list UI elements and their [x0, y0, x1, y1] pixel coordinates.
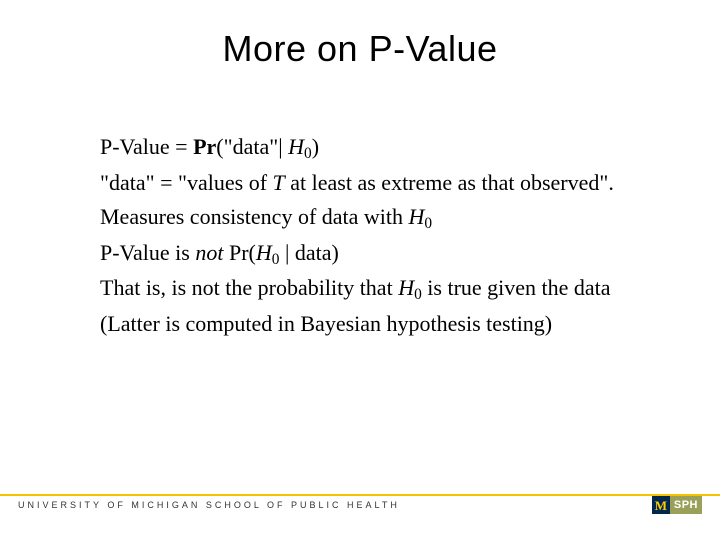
logo-sph: SPH [674, 499, 698, 511]
text: Measures consistency of data with [100, 204, 409, 229]
line-4: P-Value is not Pr(H0 | data) [100, 236, 660, 272]
math-H: H [256, 240, 272, 265]
footer-text: UNIVERSITY OF MICHIGAN SCHOOL OF PUBLIC … [18, 500, 400, 510]
logo-m-block: M [652, 496, 670, 514]
text: is true given the data [422, 275, 611, 300]
math-H: H [288, 134, 304, 159]
line-5: That is, is not the probability that H0 … [100, 271, 660, 307]
text: (Latter is computed in Bayesian hypothes… [100, 311, 552, 336]
math-sub: 0 [424, 215, 432, 232]
text: | data) [279, 240, 338, 265]
text: ("data"| [216, 134, 288, 159]
text: That is, is not the probability that [100, 275, 398, 300]
footer: UNIVERSITY OF MICHIGAN SCHOOL OF PUBLIC … [0, 498, 720, 520]
math-T: T [273, 170, 285, 195]
line-3: Measures consistency of data with H0 [100, 200, 660, 236]
slide: More on P-Value P-Value = Pr("data"| H0)… [0, 0, 720, 540]
text: "data" = "values of [100, 170, 273, 195]
footer-rule [0, 494, 720, 496]
text-bold: Pr [193, 134, 216, 159]
text-italic: not [195, 240, 223, 265]
logo-sph-block: SPH [670, 496, 702, 514]
math-sub: 0 [304, 145, 312, 162]
line-6: (Latter is computed in Bayesian hypothes… [100, 307, 660, 341]
math-H: H [409, 204, 425, 229]
footer-logo: M SPH [652, 496, 702, 514]
math-H: H [398, 275, 414, 300]
content-block: P-Value = Pr("data"| H0) "data" = "value… [100, 130, 660, 341]
math-sub: 0 [414, 286, 422, 303]
line-1: P-Value = Pr("data"| H0) [100, 130, 660, 166]
text: ) [312, 134, 319, 159]
text: P-Value = [100, 134, 193, 159]
logo-m: M [655, 499, 667, 512]
text: P-Value is [100, 240, 195, 265]
slide-title: More on P-Value [0, 0, 720, 70]
text: at least as extreme as that observed". [285, 170, 614, 195]
text: Pr( [223, 240, 255, 265]
line-2: "data" = "values of T at least as extrem… [100, 166, 660, 200]
